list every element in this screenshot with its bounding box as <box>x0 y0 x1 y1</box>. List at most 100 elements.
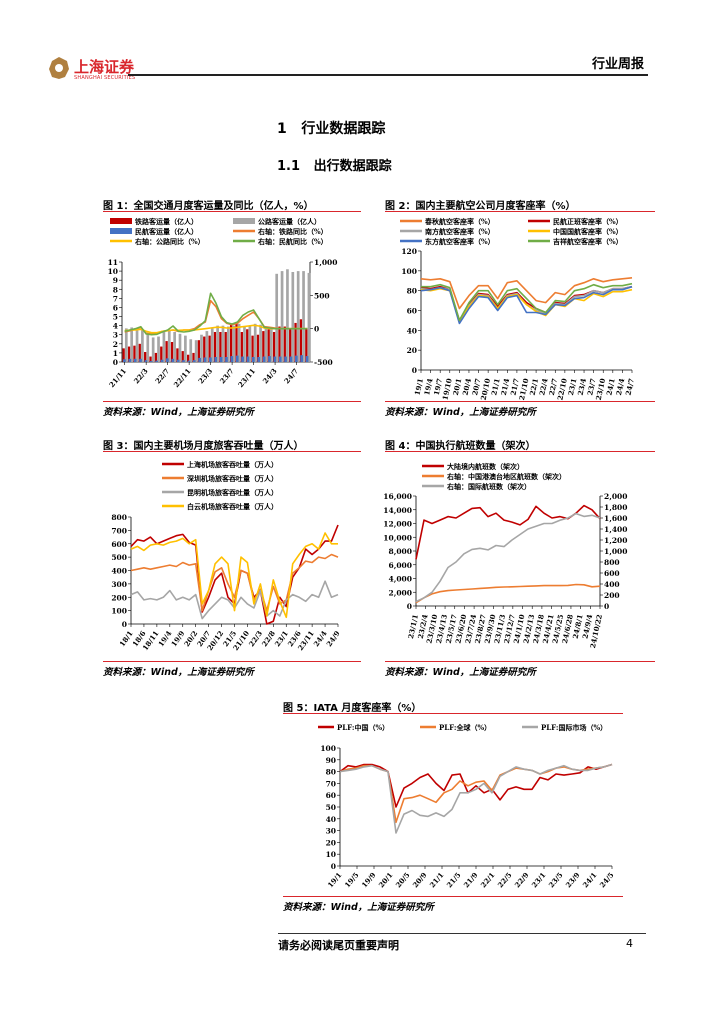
bar <box>198 357 201 362</box>
bar <box>192 352 195 362</box>
legend-label: 上海机场旅客吞吐量（万人） <box>187 460 278 469</box>
bar <box>209 357 212 362</box>
bar <box>300 355 304 362</box>
bar <box>269 327 273 362</box>
section-heading: 1 行业数据跟踪 <box>277 118 385 138</box>
bar <box>273 356 277 362</box>
y-tick-label: 0 <box>331 862 336 871</box>
bar <box>203 357 207 362</box>
bar <box>305 329 308 362</box>
y-tick-label: 6,000 <box>389 561 413 570</box>
x-tick-label: 20/1 <box>377 870 395 889</box>
x-tick-label: 20/4 <box>461 377 473 396</box>
bar <box>227 326 230 362</box>
y-tick-label: 10 <box>108 267 118 276</box>
x-tick-label: 23/1 <box>530 870 548 889</box>
bar <box>214 357 218 362</box>
x-tick-label: 23/7 <box>585 377 597 396</box>
bar <box>307 272 311 362</box>
y-tick-label: 9 <box>113 276 118 285</box>
fig3-rule <box>103 451 361 452</box>
bar <box>194 340 198 362</box>
x-tick-label: 22/1 <box>528 377 540 396</box>
y2-tick-label: 1,800 <box>604 503 628 512</box>
bar <box>128 358 132 362</box>
y2-tick-label: 1,000 <box>604 547 628 556</box>
section-title: 行业数据跟踪 <box>301 121 386 137</box>
logo-en: SHANGHAI SECURITIES <box>74 75 136 81</box>
report-type: 行业周报 <box>591 57 644 72</box>
fig5-source: 资料来源：Wind，上海证券研究所 <box>283 902 434 913</box>
bar <box>286 269 289 362</box>
legend-swatch <box>110 218 132 224</box>
x-tick-label: 24/7 <box>624 377 636 396</box>
y-tick-label: 5 <box>113 313 118 322</box>
bar <box>189 339 193 362</box>
fig3-source: 资料来源：Wind，上海证券研究所 <box>103 667 254 678</box>
bar <box>246 356 250 362</box>
series-line <box>415 504 601 560</box>
bar <box>216 325 219 362</box>
legend-label: 白云机场旅客吞吐量（万人） <box>187 502 278 511</box>
bar <box>305 356 309 362</box>
legend-label: 公路客运量（亿人） <box>258 217 321 226</box>
bar <box>210 328 214 362</box>
bar <box>257 357 261 362</box>
y-tick-label: 80 <box>407 287 417 296</box>
series-line <box>420 277 633 310</box>
y-tick-label: 200 <box>111 593 127 602</box>
legend-label: 昆明机场旅客吞吐量（万人） <box>187 488 278 497</box>
y-tick-label: 12,000 <box>383 520 412 529</box>
y-tick-label: 4,000 <box>389 575 413 584</box>
bar <box>186 354 190 362</box>
bar <box>219 332 222 362</box>
y-tick-label: 20 <box>326 838 336 847</box>
fig3-bottom-rule <box>103 661 361 662</box>
bar <box>181 351 184 362</box>
bar <box>144 360 148 362</box>
footer-disclaimer: 请务必阅读尾页重要声明 <box>278 939 399 952</box>
bar <box>224 332 227 362</box>
legend-label: PLF:中国（%） <box>337 723 389 732</box>
fig2-rule <box>385 211 655 212</box>
x-tick-label: 24/4 <box>614 377 626 396</box>
bar <box>243 326 246 362</box>
x-tick-label: 24/9 <box>324 629 341 648</box>
x-tick-label: 19/7 <box>432 377 444 396</box>
y2-tick-label: 2,000 <box>604 492 628 501</box>
bar <box>208 335 211 362</box>
y-tick-label: 100 <box>111 607 127 616</box>
y-tick-label: 70 <box>326 779 336 788</box>
y2-tick-label: 1,200 <box>604 536 628 545</box>
y-tick-label: 3 <box>113 331 118 340</box>
legend-label: PLF:全球（%） <box>439 723 491 732</box>
bar <box>248 325 252 362</box>
y-tick-label: 100 <box>320 744 336 753</box>
fig5-bottom-rule <box>283 896 623 897</box>
x-tick-label: 21/11 <box>107 366 128 389</box>
y2-tick-label: 0 <box>604 602 609 611</box>
bar <box>171 358 175 362</box>
legend-label: 大陆境内航班数（架次） <box>447 462 524 471</box>
x-tick-label: 23/1 <box>566 377 578 396</box>
bar <box>133 345 136 362</box>
bar <box>230 356 234 362</box>
legend-label: 铁路客运量（亿人） <box>135 217 198 226</box>
y-tick-label: 10 <box>326 850 336 859</box>
bar <box>135 329 139 362</box>
bar <box>235 322 238 362</box>
y-tick-label: 10,000 <box>383 533 412 542</box>
x-tick-label: 23/9 <box>564 870 582 889</box>
x-tick-label: 24/3 <box>261 366 279 385</box>
section-number: 1 <box>277 121 287 137</box>
legend-label: 右轴：国际航班数（架次） <box>446 482 531 491</box>
y2-tick-label: -500 <box>314 358 333 367</box>
bar <box>166 358 169 362</box>
fig1-bottom-rule <box>103 401 361 402</box>
bar <box>221 325 225 362</box>
y-tick-label: 40 <box>407 326 417 335</box>
series-line <box>420 285 633 325</box>
y2-tick-label: 1,400 <box>604 525 628 534</box>
x-tick-label: 20/5 <box>394 870 412 889</box>
x-tick-label: 24/5 <box>598 870 616 889</box>
